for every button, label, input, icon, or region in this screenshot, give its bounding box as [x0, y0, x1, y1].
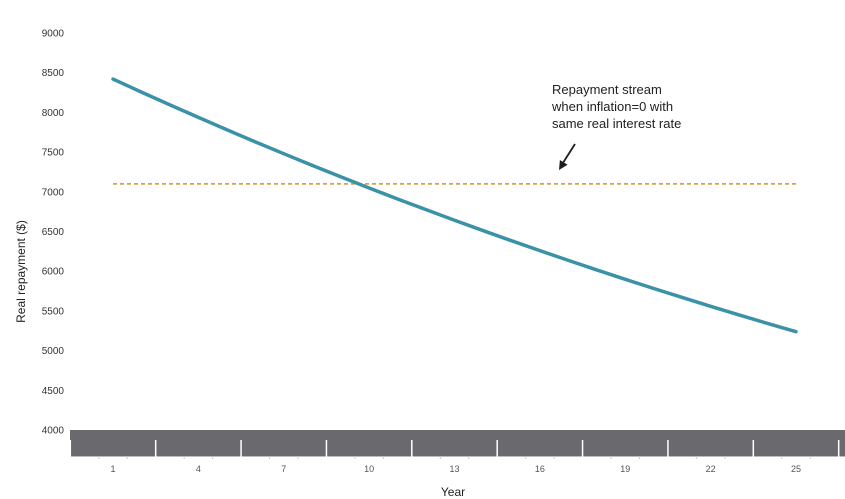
x-axis-band: [70, 430, 845, 456]
y-axis-label: Real repayment ($): [14, 220, 28, 323]
y-tick-label: 7000: [42, 187, 65, 198]
y-tick-label: 5000: [42, 346, 65, 357]
x-tick-label: 1: [110, 464, 115, 474]
y-axis-ticks: 4000 4500 5000 5500 6000 6500 7000 7500 8000 8500…: [42, 29, 65, 437]
x-tick-label: 16: [535, 464, 545, 474]
annotation-arrowhead: [559, 159, 568, 170]
annotation: Repayment stream when inflation=0 with sam…: [551, 82, 681, 131]
x-axis-ticks: 1 4 7 10 13 16 19 22 25: [69, 440, 845, 474]
x-tick-label: 7: [281, 464, 286, 474]
y-tick-label: 6500: [42, 227, 65, 238]
y-tick-label: 7500: [42, 148, 65, 159]
x-tick-label: 13: [449, 464, 459, 474]
y-tick-label: 4500: [42, 386, 65, 397]
annotation-line: same real interest rate: [552, 116, 681, 131]
y-tick-label: 8500: [42, 68, 65, 79]
x-axis-label: Year: [441, 485, 465, 499]
y-tick-label: 6000: [42, 267, 65, 278]
annotation-line: Repayment stream: [552, 82, 662, 97]
x-tick-label: 10: [364, 464, 374, 474]
x-tick-label: 25: [791, 464, 801, 474]
x-tick-label: 22: [706, 464, 716, 474]
series-real-repayment-line: [111, 77, 798, 334]
y-tick-label: 4000: [42, 426, 65, 437]
y-tick-label: 5500: [42, 306, 65, 317]
x-tick-label: 4: [196, 464, 201, 474]
y-tick-label: 8000: [42, 108, 65, 119]
x-tick-label: 19: [620, 464, 630, 474]
y-tick-label: 9000: [42, 29, 65, 40]
annotation-line: when inflation=0 with: [551, 99, 673, 114]
